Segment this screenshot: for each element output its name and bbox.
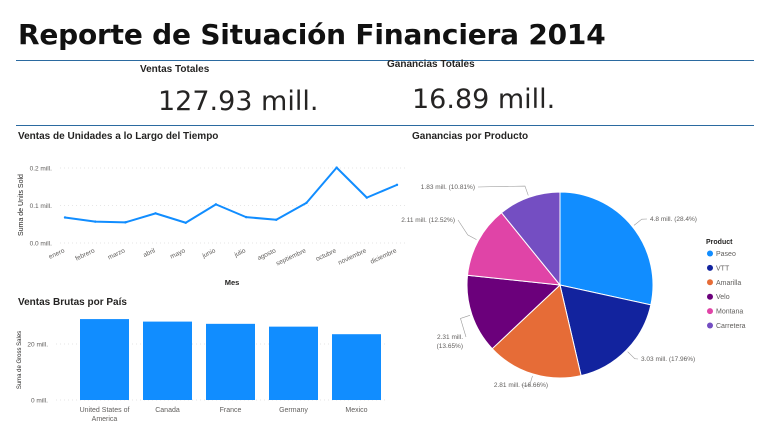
pie-data-label-velo: 2.31 mill. (13.65%): [437, 334, 464, 350]
bar-x-tick-label: France: [220, 407, 242, 414]
pie-chart-title: Ganancias por Producto: [412, 131, 529, 142]
bar-x-tick-label: United States of America: [80, 407, 130, 423]
pie-legend-label-montana[interactable]: Montana: [716, 309, 743, 316]
pie-data-label-vtt: 3.03 mill. (17.96%): [641, 356, 695, 363]
line-y-axis-title: Suma de Units Sold: [18, 174, 25, 236]
bar-x-tick-label: Germany: [279, 407, 308, 414]
bar-y-tick-label: 0 mill.: [31, 398, 48, 405]
kpi-label-ganancias-totales: Ganancias Totales: [387, 59, 475, 70]
bar-mexico[interactable]: [332, 334, 381, 400]
kpi-value-ganancias-totales[interactable]: 16.89 mill.: [412, 84, 556, 115]
line-point-octubre[interactable]: [335, 166, 338, 169]
bar-germany[interactable]: [269, 326, 318, 400]
line-point-noviembre[interactable]: [365, 196, 369, 199]
line-point-abril[interactable]: [154, 212, 157, 215]
pie-slice-carretera[interactable]: [500, 191, 561, 287]
pie-slice-amarilla[interactable]: [491, 284, 582, 379]
line-point-mayo[interactable]: [184, 221, 187, 224]
pie-legend-marker-vtt[interactable]: [707, 264, 713, 271]
bar-x-tick-label: Canada: [155, 407, 180, 414]
line-series[interactable]: [64, 166, 398, 224]
page-title: Reporte de Situación Financiera 2014: [18, 18, 606, 51]
line-point-junio[interactable]: [214, 203, 218, 206]
pie-slice-vtt[interactable]: [559, 284, 652, 377]
bar-united-states-of-america[interactable]: [80, 319, 129, 400]
pie-legend-label-velo[interactable]: Velo: [716, 294, 730, 301]
pie-legend-label-paseo[interactable]: Paseo: [716, 251, 736, 258]
pie-legend-marker-velo[interactable]: [707, 293, 713, 300]
line-y-tick-label: 0.1 mill.: [30, 203, 53, 210]
pie-data-label-carretera: 1.83 mill. (10.81%): [421, 184, 475, 191]
kpi-label-ventas-totales: Ventas Totales: [140, 64, 210, 75]
line-x-tick-label: abril: [142, 247, 157, 259]
pie-leader-line: [520, 375, 533, 386]
pie-slice-velo[interactable]: [466, 274, 562, 350]
bar-chart-title: Ventas Brutas por País: [18, 297, 127, 308]
pie-legend-label-amarilla[interactable]: Amarilla: [716, 280, 741, 287]
line-point-julio[interactable]: [244, 215, 248, 219]
pie-data-label-amarilla: 2.81 mill. (16.66%): [494, 382, 548, 389]
bar-y-axis-title: Suma de Gross Sales: [17, 331, 23, 389]
line-y-tick-label: 0.2 mill.: [30, 166, 53, 173]
title-divider: [16, 60, 754, 61]
line-x-tick-label: julio: [233, 247, 248, 259]
pie-data-label-paseo: 4.8 mill. (28.4%): [650, 216, 697, 223]
pie-leader-line: [457, 219, 477, 240]
bar-x-tick-label: Mexico: [345, 407, 367, 414]
pie-legend-marker-amarilla[interactable]: [707, 279, 713, 286]
line-point-marzo[interactable]: [124, 221, 127, 224]
line-point-septiembre[interactable]: [305, 201, 308, 205]
bar-y-tick-label: 20 mill.: [27, 342, 48, 349]
kpi-value-ventas-totales[interactable]: 127.93 mill.: [158, 86, 319, 117]
line-point-agosto[interactable]: [275, 218, 278, 221]
bar-france[interactable]: [206, 323, 255, 400]
pie-legend-marker-montana[interactable]: [707, 308, 713, 315]
pie-legend-marker-carretera[interactable]: [707, 322, 713, 329]
pie-slice-paseo[interactable]: [559, 191, 654, 306]
pie-leader-line: [477, 185, 529, 196]
pie-legend-label-vtt[interactable]: VTT: [716, 265, 730, 272]
line-chart-title: Ventas de Unidades a lo Largo del Tiempo: [18, 131, 219, 142]
line-point-febrero[interactable]: [93, 220, 97, 223]
line-point-enero[interactable]: [63, 216, 67, 219]
kpi-divider: [16, 125, 754, 126]
pie-leader-line: [633, 218, 648, 226]
pie-leader-line: [460, 315, 471, 338]
pie-slice-montana[interactable]: [466, 212, 562, 286]
line-x-axis-title: Mes: [225, 278, 240, 287]
line-point-diciembre[interactable]: [395, 183, 399, 187]
bar-canada[interactable]: [143, 321, 192, 400]
pie-legend-title: Product: [706, 239, 733, 246]
pie-legend-marker-paseo[interactable]: [707, 250, 713, 257]
pie-data-label-montana: 2.11 mill. (12.52%): [401, 217, 455, 224]
line-y-tick-label: 0.0 mill.: [30, 241, 53, 248]
pie-leader-line: [627, 351, 639, 360]
pie-legend-label-carretera[interactable]: Carretera: [716, 323, 746, 330]
